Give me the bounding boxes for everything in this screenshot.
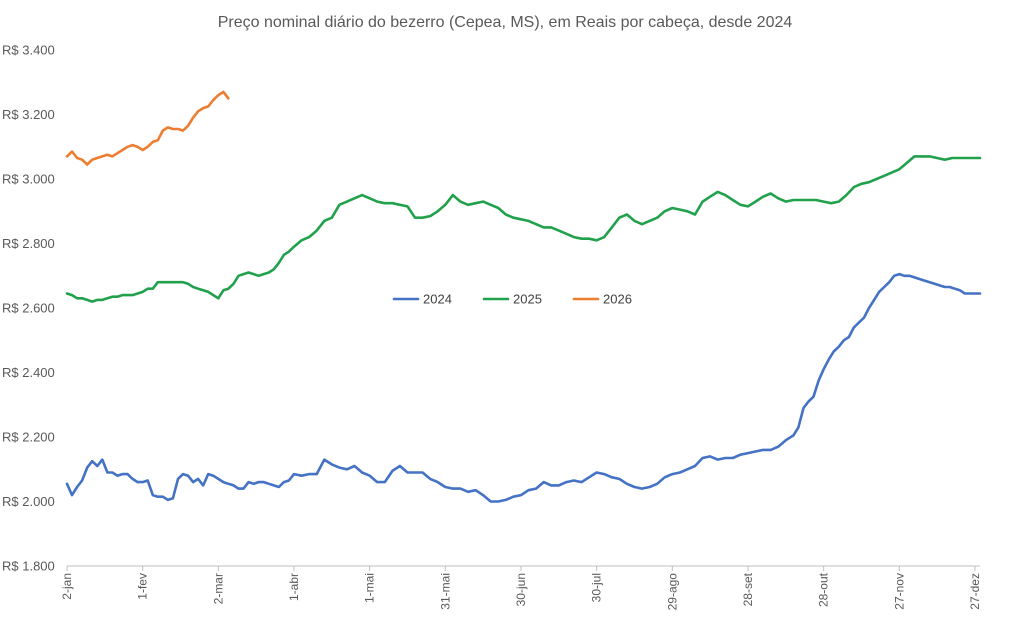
legend-label-2026: 2026 <box>603 292 632 307</box>
y-tick-label: R$ 2.800 <box>2 236 55 251</box>
x-tick-label: 2-mar <box>211 573 225 604</box>
legend: 2024 2025 2026 <box>392 292 632 307</box>
x-axis: 2-jan 1-fev 2-mar 1-abr 1-mai 31-mai 30-jun 30-… <box>60 565 982 611</box>
x-tick-label: 1-mai <box>363 573 377 603</box>
x-tick-label: 28-out <box>817 572 831 607</box>
y-tick-label: R$ 2.000 <box>2 494 55 509</box>
legend-label-2025: 2025 <box>513 292 542 307</box>
x-tick-label: 27-dez <box>968 573 982 610</box>
y-tick-label: R$ 3.400 <box>2 43 55 58</box>
series-layer <box>65 90 982 503</box>
series-line-2025 <box>65 155 982 303</box>
x-tick-label: 30-jul <box>590 573 604 602</box>
x-tick-label: 27-nov <box>892 573 906 610</box>
series-line-2026 <box>65 90 230 166</box>
legend-label-2024: 2024 <box>423 292 452 307</box>
x-tick-label: 29-ago <box>665 573 679 611</box>
x-tick-label: 1-abr <box>287 573 301 601</box>
x-tick-label: 30-jun <box>514 573 528 606</box>
x-tick-label: 28-set <box>741 572 755 606</box>
x-tick-label: 31-mai <box>438 573 452 610</box>
y-tick-label: R$ 2.600 <box>2 301 55 316</box>
series-line-2024 <box>65 272 982 503</box>
chart-title: Preço nominal diário do bezerro (Cepea, … <box>218 14 793 31</box>
x-tick-label: 1-fev <box>136 573 150 600</box>
y-tick-label: R$ 3.200 <box>2 107 55 122</box>
y-axis: R$ 1.800 R$ 2.000 R$ 2.200 R$ 2.400 R$ 2.600… <box>2 43 55 574</box>
y-tick-label: R$ 1.800 <box>2 559 55 574</box>
y-tick-label: R$ 2.200 <box>2 430 55 445</box>
y-tick-label: R$ 2.400 <box>2 365 55 380</box>
x-tick-label: 2-jan <box>60 573 74 600</box>
y-tick-label: R$ 3.000 <box>2 172 55 187</box>
